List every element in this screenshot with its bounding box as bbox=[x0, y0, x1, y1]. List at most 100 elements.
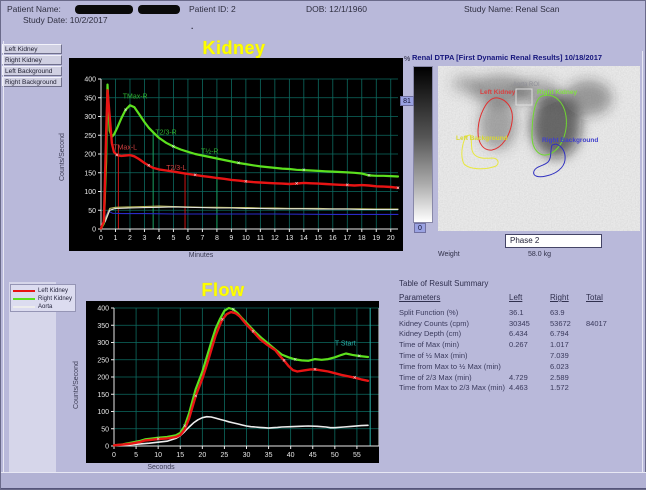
patient-name-redacted-2 bbox=[138, 5, 180, 14]
kidney-y-axis-label: Counts/Second bbox=[59, 133, 66, 181]
table-row: Time of ½ Max (min)7.039 bbox=[399, 351, 641, 362]
bottom-band bbox=[1, 473, 646, 489]
col-total: Total bbox=[586, 293, 603, 302]
phase-input[interactable]: Phase 2 bbox=[505, 234, 602, 248]
table-cell: 36.1 bbox=[509, 308, 524, 317]
svg-text:150: 150 bbox=[84, 170, 96, 177]
svg-text:T Start: T Start bbox=[335, 340, 356, 347]
svg-text:×: × bbox=[353, 376, 357, 382]
svg-text:7: 7 bbox=[200, 235, 204, 242]
table-cell: Time from Max to 2/3 Max (min) bbox=[399, 383, 505, 392]
svg-text:1: 1 bbox=[114, 235, 118, 242]
table-row: Split Function (%) 36.1 63.9 bbox=[399, 308, 641, 319]
col-left: Left bbox=[509, 293, 522, 302]
svg-text:2: 2 bbox=[128, 235, 132, 242]
svg-text:11: 11 bbox=[257, 235, 264, 242]
aorta-roi-label: Aorta ROI bbox=[513, 82, 540, 88]
svg-text:15: 15 bbox=[314, 235, 322, 242]
image-panel-title: Renal DTPA [First Dynamic Renal Results]… bbox=[412, 53, 602, 62]
legend-button-left-kidney[interactable]: Left Kidney bbox=[2, 44, 62, 54]
table-cell: Time of ½ Max (min) bbox=[399, 351, 467, 360]
svg-text:55: 55 bbox=[353, 452, 361, 459]
colorbar-upper-value[interactable]: 81 bbox=[400, 96, 414, 106]
left-edge-line bbox=[3, 41, 4, 472]
svg-text:×: × bbox=[124, 108, 128, 114]
table-row: Time from Max to ½ Max (min)6.023 bbox=[399, 362, 641, 373]
svg-text:400: 400 bbox=[97, 306, 109, 313]
svg-text:350: 350 bbox=[84, 95, 96, 102]
study-name: Study Name: Renal Scan bbox=[464, 4, 559, 14]
table-row: Time of Max (min)0.2671.017 bbox=[399, 340, 641, 351]
svg-text:×: × bbox=[302, 168, 306, 174]
svg-text:×: × bbox=[115, 153, 119, 159]
svg-text:×: × bbox=[237, 161, 241, 167]
table-cell: 30345 bbox=[509, 319, 530, 328]
svg-text:×: × bbox=[147, 164, 151, 170]
table-row: Kidney Depth (cm)6.4346.794 bbox=[399, 329, 641, 340]
legend-button-left-background[interactable]: Left Background bbox=[2, 66, 62, 76]
table-cell: Split Function (%) bbox=[399, 308, 458, 317]
renal-scan-screen: Patient Name: Patient ID: 2 DOB: 12/1/19… bbox=[0, 0, 646, 490]
kidney-chart-legend: Left KidneyRight KidneyLeft BackgroundRi… bbox=[2, 44, 62, 88]
svg-text:×: × bbox=[293, 357, 297, 363]
legend-label: Right Kidney bbox=[38, 296, 72, 302]
svg-text:19: 19 bbox=[372, 235, 380, 242]
svg-text:×: × bbox=[172, 145, 176, 151]
svg-text:T½-R: T½-R bbox=[201, 147, 219, 155]
svg-text:3: 3 bbox=[143, 235, 147, 242]
weight-label: Weight bbox=[438, 251, 460, 258]
table-cell: 0.267 bbox=[509, 340, 528, 349]
colorbar[interactable] bbox=[413, 66, 433, 223]
flow-legend-item: Right Kidney bbox=[13, 295, 73, 302]
svg-text:TMax-L: TMax-L bbox=[113, 145, 137, 152]
svg-text:0: 0 bbox=[99, 235, 103, 242]
legend-button-right-background[interactable]: Right Background bbox=[2, 77, 62, 87]
svg-text:20: 20 bbox=[198, 452, 206, 459]
svg-text:×: × bbox=[251, 329, 255, 335]
colorbar-unit-label: % bbox=[404, 56, 410, 63]
kidney-chart-svg: 0501001502002503003504000123456789101112… bbox=[69, 58, 403, 251]
svg-text:9: 9 bbox=[229, 235, 233, 242]
svg-text:12: 12 bbox=[271, 235, 279, 242]
table-cell: 84017 bbox=[586, 319, 607, 328]
svg-text:T2/3-R: T2/3-R bbox=[155, 130, 176, 137]
svg-text:250: 250 bbox=[97, 357, 109, 364]
flow-chart-title: Flow bbox=[148, 280, 298, 301]
table-cell: 63.9 bbox=[550, 308, 565, 317]
table-cell: Kidney Depth (cm) bbox=[399, 329, 461, 338]
svg-text:16: 16 bbox=[329, 235, 337, 242]
table-cell: 2.589 bbox=[550, 373, 569, 382]
svg-text:×: × bbox=[282, 358, 286, 364]
table-cell: 1.017 bbox=[550, 340, 569, 349]
right-edge-line bbox=[642, 51, 643, 472]
col-right: Right bbox=[550, 293, 569, 302]
svg-text:×: × bbox=[220, 318, 224, 324]
right-background-roi-label: Right Background bbox=[542, 137, 598, 144]
svg-text:300: 300 bbox=[97, 340, 109, 347]
svg-text:18: 18 bbox=[358, 235, 366, 242]
svg-text:150: 150 bbox=[97, 392, 109, 399]
svg-text:100: 100 bbox=[97, 409, 109, 416]
right-kidney-roi-label: Right Kidney bbox=[537, 89, 577, 96]
svg-text:200: 200 bbox=[97, 375, 109, 382]
table-row: Time from Max to 2/3 Max (min)4.4631.572 bbox=[399, 383, 641, 394]
table-cell: 6.023 bbox=[550, 362, 569, 371]
svg-text:×: × bbox=[357, 354, 361, 360]
svg-text:5: 5 bbox=[134, 452, 138, 459]
flow-chart: 0501001502002503003504000510152025303540… bbox=[86, 301, 379, 463]
legend-label: Left Kidney bbox=[38, 288, 68, 294]
legend-button-right-kidney[interactable]: Right Kidney bbox=[2, 55, 62, 65]
colorbar-lower-value[interactable]: 0 bbox=[414, 223, 426, 233]
svg-text:×: × bbox=[193, 173, 197, 179]
legend-line-swatch bbox=[13, 290, 35, 292]
svg-text:5: 5 bbox=[171, 235, 175, 242]
svg-text:0: 0 bbox=[112, 452, 116, 459]
left-kidney-roi-label: Left Kidney bbox=[480, 89, 516, 96]
svg-text:100: 100 bbox=[84, 189, 96, 196]
svg-text:350: 350 bbox=[97, 323, 109, 330]
left-background-roi-label: Left Background bbox=[456, 135, 508, 142]
table-cell: 4.729 bbox=[509, 373, 528, 382]
patient-name-label: Patient Name: bbox=[7, 4, 61, 14]
results-table: Table of Result Summary Parameters Left … bbox=[399, 279, 641, 394]
svg-text:10: 10 bbox=[154, 452, 162, 459]
